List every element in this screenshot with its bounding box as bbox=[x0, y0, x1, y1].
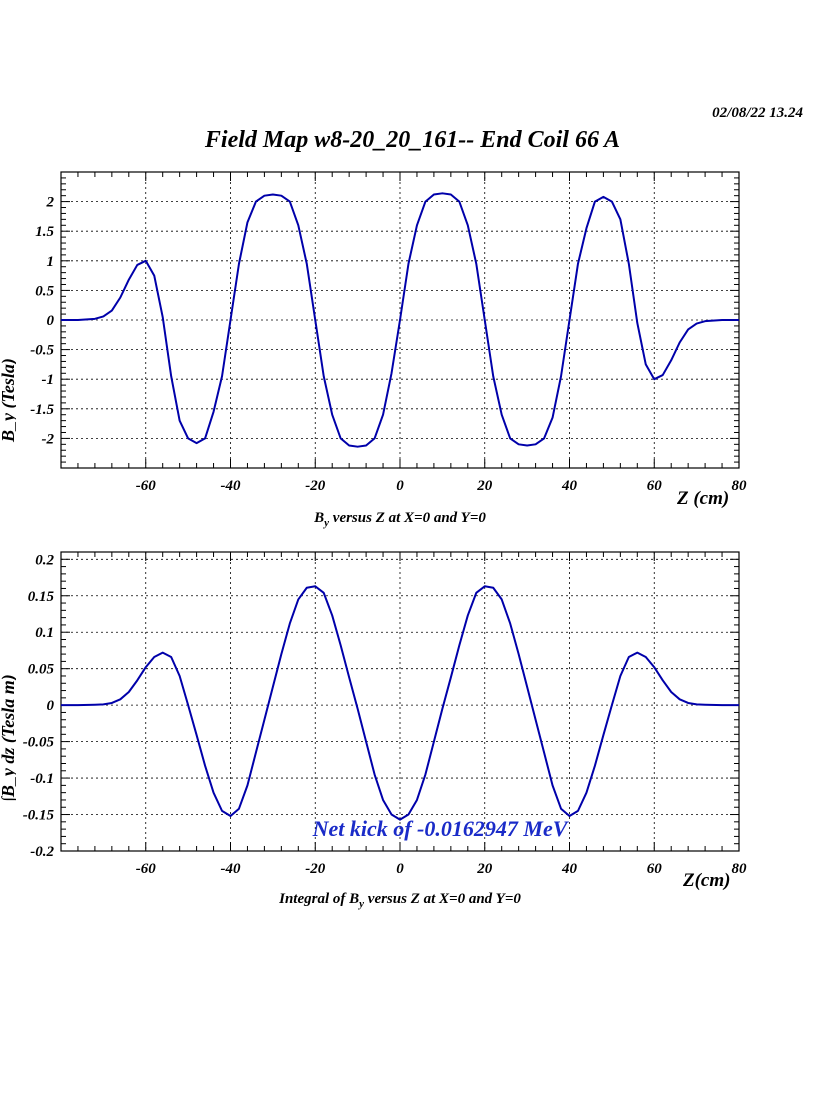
chart2-xtick-label: 0 bbox=[396, 861, 404, 877]
chart2-xtick-label: 20 bbox=[476, 861, 493, 877]
chart1-ytick-label: 0.5 bbox=[35, 283, 54, 299]
chart2-ytick-label: 0.05 bbox=[28, 662, 55, 678]
datestamp: 02/08/22 13.24 bbox=[712, 105, 803, 121]
chart2-xtick-label: 80 bbox=[732, 861, 748, 877]
chart1-caption-main: B bbox=[314, 510, 325, 526]
chart1-caption: By versus Z at X=0 and Y=0 bbox=[0, 510, 800, 529]
chart1-xtick-label: 80 bbox=[732, 478, 748, 494]
chart2-xlabel: Z(cm) bbox=[683, 870, 731, 891]
chart1-ytick-label: 1.5 bbox=[35, 224, 54, 240]
chart2-ytick-label: -0.15 bbox=[23, 808, 55, 824]
chart2-ylabel: ∫B_y dz (Tesla m) bbox=[0, 674, 16, 802]
chart2-caption-main: Integral of B bbox=[279, 891, 360, 907]
chart2-series-line-0 bbox=[61, 585, 739, 821]
chart1-xtick-label: 20 bbox=[476, 478, 493, 494]
chart2-ytick-label: -0.1 bbox=[30, 771, 54, 787]
chart1-ytick-label: -2 bbox=[42, 431, 55, 447]
chart2-xtick-label: 40 bbox=[561, 861, 578, 877]
chart2-xtick-label: -40 bbox=[221, 861, 241, 877]
chart2-xtick-label: 60 bbox=[647, 861, 663, 877]
chart1-caption-sub: y bbox=[324, 517, 330, 529]
chart1-xtick-label: -40 bbox=[221, 478, 241, 494]
chart2-ytick-label: 0.2 bbox=[35, 552, 54, 568]
chart1-ytick-label: -0.5 bbox=[30, 343, 54, 359]
chart1-xtick-label: 0 bbox=[396, 478, 404, 494]
chart1-series-line-0 bbox=[61, 192, 739, 448]
chart2-caption: Integral of By versus Z at X=0 and Y=0 bbox=[0, 891, 800, 910]
chart1-caption-rest: versus Z at X=0 and Y=0 bbox=[329, 510, 486, 526]
chart2-ytick-label: 0.15 bbox=[28, 589, 55, 605]
chart2-frame bbox=[60, 551, 740, 852]
chart2-ytick-label: -0.2 bbox=[30, 844, 54, 860]
chart2-annotation: Net kick of -0.0162947 MeV bbox=[312, 816, 570, 841]
chart2-caption-rest: versus Z at X=0 and Y=0 bbox=[364, 891, 521, 907]
chart1-ytick-label: 1 bbox=[47, 254, 55, 270]
chart2-ylabel-clip: ∫B_y dz (Tesla m) bbox=[0, 552, 16, 852]
chart1-ytick-label: -1 bbox=[42, 372, 55, 388]
chart1-ytick-label: -1.5 bbox=[30, 402, 54, 418]
chart1-ytick-label: 2 bbox=[46, 195, 55, 211]
chart2-xtick-label: -60 bbox=[136, 861, 156, 877]
page-title: Field Map w8-20_20_161-- End Coil 66 A bbox=[204, 127, 621, 153]
chart2-ytick-label: 0.1 bbox=[35, 625, 54, 641]
chart2-xtick-label: -20 bbox=[305, 861, 325, 877]
chart1-xtick-label: 40 bbox=[561, 478, 578, 494]
chart1-xlabel: Z (cm) bbox=[677, 488, 730, 509]
chart1-xtick-label: -20 bbox=[305, 478, 325, 494]
chart2-ytick-label: 0 bbox=[47, 698, 55, 714]
chart1-ytick-label: 0 bbox=[47, 313, 55, 329]
chart2-caption-sub: y bbox=[359, 898, 365, 910]
chart2-ytick-label: -0.05 bbox=[23, 735, 55, 751]
chart1-xtick-label: -60 bbox=[136, 478, 156, 494]
chart1-xtick-label: 60 bbox=[647, 478, 663, 494]
